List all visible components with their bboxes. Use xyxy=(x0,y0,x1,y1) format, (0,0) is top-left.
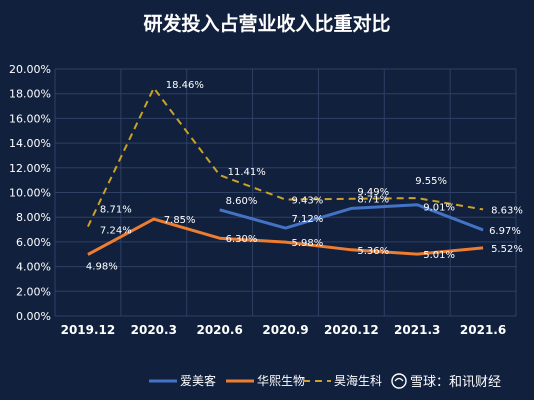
data-label: 5.01% xyxy=(423,250,455,261)
y-tick-label: 18.00% xyxy=(9,88,51,101)
x-tick-label: 2021.3 xyxy=(394,323,440,337)
y-tick-label: 4.00% xyxy=(16,261,51,274)
data-label: 18.46% xyxy=(166,80,204,91)
data-label: 9.49% xyxy=(357,187,389,198)
data-label: 6.97% xyxy=(489,226,521,237)
legend-label-1: 华熙生物 xyxy=(257,374,305,388)
data-label: 9.01% xyxy=(423,203,455,214)
grid-lines xyxy=(54,68,517,317)
data-label: 8.71% xyxy=(357,194,389,205)
legend-label-0: 爱美客 xyxy=(180,373,216,388)
x-tick-label: 2020.6 xyxy=(196,323,242,337)
y-tick-label: 8.00% xyxy=(16,211,51,224)
series-lines xyxy=(87,87,484,256)
y-tick-label: 10.00% xyxy=(9,187,51,200)
series-line-1 xyxy=(87,217,484,256)
y-tick-label: 16.00% xyxy=(9,112,51,125)
data-label: 5.36% xyxy=(357,246,389,257)
y-tick-label: 2.00% xyxy=(16,285,51,298)
chart-title: 研发投入占营业收入比重对比 xyxy=(143,12,390,35)
data-label: 7.12% xyxy=(292,214,324,225)
x-tick-label: 2020.12 xyxy=(324,323,379,337)
data-label: 11.41% xyxy=(228,167,266,178)
y-tick-label: 0.00% xyxy=(16,310,51,323)
snowball-logo-icon xyxy=(391,373,407,389)
x-tick-label: 2019.12 xyxy=(61,323,116,337)
data-label: 8.63% xyxy=(491,205,523,216)
data-label: 5.52% xyxy=(491,244,523,255)
data-label: 8.60% xyxy=(226,196,258,207)
y-tick-label: 20.00% xyxy=(9,63,51,76)
series-line-0 xyxy=(219,203,484,232)
legend-label-2: 昊海生科 xyxy=(334,373,382,388)
y-tick-label: 12.00% xyxy=(9,162,51,175)
y-tick-label: 14.00% xyxy=(9,137,51,150)
x-tick-label: 2021.6 xyxy=(460,323,506,337)
data-label: 4.98% xyxy=(86,261,118,272)
data-labels: 8.60% 7.12% 8.71% 9.01% 6.97% 4.98% 7.85% 6.30%… xyxy=(86,80,523,272)
axes: 0.00% 2.00% 4.00% 6.00% 8.00% 10.00% 12.00% 14.… xyxy=(9,63,506,337)
watermark-text: 雪球：和讯财经 xyxy=(410,375,501,390)
data-label: 5.98% xyxy=(292,238,324,249)
data-label: 6.30% xyxy=(226,234,258,245)
x-tick-label: 2020.3 xyxy=(131,323,177,337)
data-label: 9.55% xyxy=(415,176,447,187)
data-label: 8.71% xyxy=(100,204,132,215)
y-tick-label: 6.00% xyxy=(16,236,51,249)
data-label: 7.85% xyxy=(164,215,196,226)
data-label: 9.43% xyxy=(292,196,324,207)
data-label: 7.24% xyxy=(100,226,132,237)
legend: 爱美客 华熙生物 昊海生科 xyxy=(149,373,382,388)
x-tick-label: 2020.9 xyxy=(262,323,308,337)
watermark: 雪球：和讯财经 xyxy=(391,373,501,390)
